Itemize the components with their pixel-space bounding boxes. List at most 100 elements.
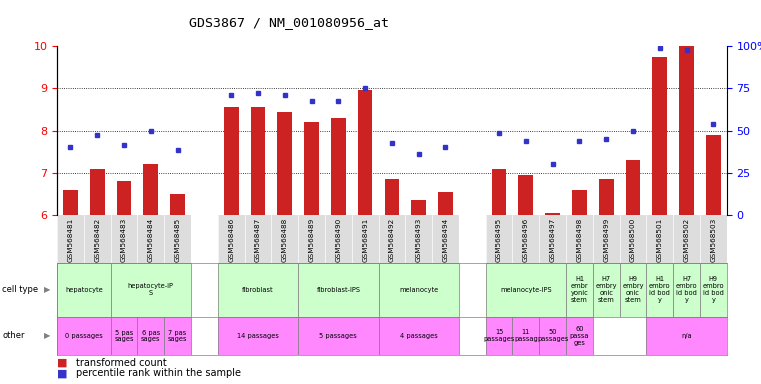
Text: GSM568488: GSM568488 bbox=[282, 217, 288, 262]
Bar bbox=[518, 175, 533, 215]
Bar bbox=[331, 118, 345, 215]
Text: 11
passag: 11 passag bbox=[514, 329, 538, 343]
Bar bbox=[540, 317, 566, 355]
Bar bbox=[57, 317, 110, 355]
Bar bbox=[278, 112, 292, 215]
Text: H7
embro
id bod
y: H7 embro id bod y bbox=[676, 276, 697, 303]
Text: ■: ■ bbox=[57, 368, 68, 378]
Text: 5 pas
sages: 5 pas sages bbox=[114, 329, 134, 343]
Text: H9
embro
id bod
y: H9 embro id bod y bbox=[702, 276, 724, 303]
Bar bbox=[250, 107, 266, 215]
Bar bbox=[599, 179, 613, 215]
Text: ■: ■ bbox=[57, 358, 68, 368]
Bar bbox=[546, 213, 560, 215]
Bar bbox=[646, 263, 673, 317]
Bar bbox=[63, 190, 78, 215]
Bar bbox=[378, 317, 459, 355]
Text: GSM568491: GSM568491 bbox=[362, 217, 368, 262]
Bar bbox=[459, 317, 486, 355]
Bar bbox=[459, 263, 486, 317]
Text: GSM568492: GSM568492 bbox=[389, 217, 395, 262]
Text: GSM568486: GSM568486 bbox=[228, 217, 234, 262]
Text: 14 passages: 14 passages bbox=[237, 333, 279, 339]
Text: GSM568495: GSM568495 bbox=[496, 217, 502, 262]
Bar bbox=[144, 164, 158, 215]
Bar bbox=[593, 317, 646, 355]
Text: GSM568489: GSM568489 bbox=[308, 217, 314, 262]
Bar bbox=[298, 317, 378, 355]
Text: GSM568500: GSM568500 bbox=[630, 217, 636, 262]
Bar bbox=[110, 317, 138, 355]
Text: GSM568487: GSM568487 bbox=[255, 217, 261, 262]
Bar bbox=[572, 190, 587, 215]
Bar bbox=[384, 179, 400, 215]
Bar bbox=[459, 215, 486, 263]
Text: ▶: ▶ bbox=[44, 331, 51, 341]
Text: 6 pas
sages: 6 pas sages bbox=[141, 329, 161, 343]
Text: H1
embro
id bod
y: H1 embro id bod y bbox=[649, 276, 670, 303]
Bar bbox=[680, 46, 694, 215]
Text: GSM568499: GSM568499 bbox=[603, 217, 610, 262]
Text: GSM568493: GSM568493 bbox=[416, 217, 422, 262]
Text: percentile rank within the sample: percentile rank within the sample bbox=[76, 368, 241, 378]
Bar bbox=[304, 122, 319, 215]
Text: fibroblast-IPS: fibroblast-IPS bbox=[317, 287, 361, 293]
Text: H7
embry
onic
stem: H7 embry onic stem bbox=[595, 276, 617, 303]
Bar bbox=[224, 107, 238, 215]
Text: GSM568485: GSM568485 bbox=[174, 217, 180, 262]
Text: 50
passages: 50 passages bbox=[537, 329, 568, 343]
Bar bbox=[191, 317, 218, 355]
Bar bbox=[298, 263, 378, 317]
Text: other: other bbox=[2, 331, 25, 341]
Text: GSM568490: GSM568490 bbox=[336, 217, 342, 262]
Text: melanocyte: melanocyte bbox=[399, 287, 438, 293]
Text: n/a: n/a bbox=[681, 333, 692, 339]
Text: GSM568483: GSM568483 bbox=[121, 217, 127, 262]
Text: 5 passages: 5 passages bbox=[320, 333, 357, 339]
Text: 0 passages: 0 passages bbox=[65, 333, 103, 339]
Bar bbox=[486, 263, 566, 317]
Text: GSM568494: GSM568494 bbox=[442, 217, 448, 262]
Text: 4 passages: 4 passages bbox=[400, 333, 438, 339]
Text: H1
embr
yonic
stem: H1 embr yonic stem bbox=[571, 276, 588, 303]
Bar bbox=[566, 263, 593, 317]
Text: GSM568481: GSM568481 bbox=[68, 217, 74, 262]
Bar bbox=[138, 317, 164, 355]
Bar bbox=[358, 91, 372, 215]
Bar bbox=[619, 263, 646, 317]
Bar bbox=[438, 192, 453, 215]
Bar bbox=[170, 194, 185, 215]
Bar bbox=[626, 160, 640, 215]
Bar bbox=[191, 215, 218, 263]
Text: ▶: ▶ bbox=[44, 285, 51, 295]
Bar bbox=[191, 263, 218, 317]
Bar bbox=[700, 263, 727, 317]
Text: GSM568502: GSM568502 bbox=[683, 217, 689, 262]
Text: hepatocyte: hepatocyte bbox=[65, 287, 103, 293]
Bar bbox=[90, 169, 104, 215]
Text: hepatocyte-iP
S: hepatocyte-iP S bbox=[128, 283, 174, 296]
Text: melanocyte-IPS: melanocyte-IPS bbox=[500, 287, 552, 293]
Bar bbox=[164, 317, 191, 355]
Bar bbox=[218, 317, 298, 355]
Text: GSM568484: GSM568484 bbox=[148, 217, 154, 262]
Bar bbox=[652, 56, 667, 215]
Bar bbox=[218, 263, 298, 317]
Text: GDS3867 / NM_001080956_at: GDS3867 / NM_001080956_at bbox=[189, 16, 389, 29]
Bar bbox=[492, 169, 506, 215]
Text: transformed count: transformed count bbox=[76, 358, 167, 368]
Text: 7 pas
sages: 7 pas sages bbox=[168, 329, 187, 343]
Text: GSM568482: GSM568482 bbox=[94, 217, 100, 262]
Text: 15
passages: 15 passages bbox=[483, 329, 514, 343]
Bar bbox=[706, 135, 721, 215]
Text: GSM568497: GSM568497 bbox=[549, 217, 556, 262]
Bar bbox=[57, 263, 110, 317]
Bar bbox=[116, 181, 132, 215]
Text: fibroblast: fibroblast bbox=[242, 287, 274, 293]
Text: GSM568496: GSM568496 bbox=[523, 217, 529, 262]
Text: cell type: cell type bbox=[2, 285, 38, 295]
Bar bbox=[486, 317, 512, 355]
Bar bbox=[646, 317, 727, 355]
Bar bbox=[110, 263, 191, 317]
Bar bbox=[673, 263, 700, 317]
